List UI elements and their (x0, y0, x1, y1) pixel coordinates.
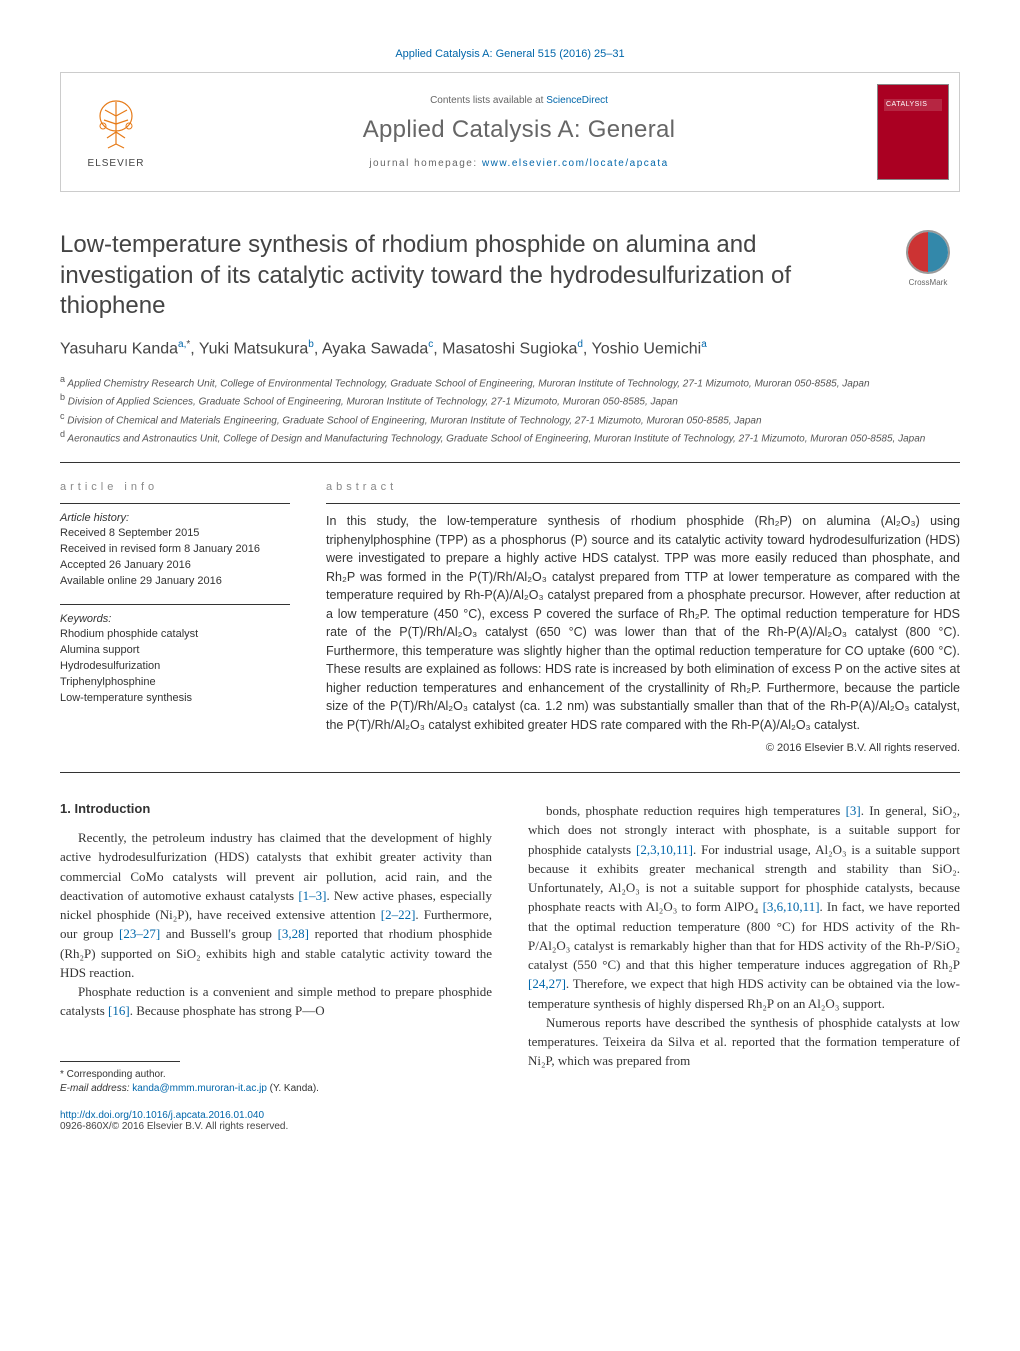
keyword-item: Hydrodesulfurization (60, 659, 290, 675)
publisher-name: ELSEVIER (88, 158, 145, 169)
email-label: E-mail address: (60, 1083, 132, 1094)
journal-name: Applied Catalysis A: General (363, 116, 676, 144)
publisher-logo-cell: ELSEVIER (61, 73, 171, 191)
email-line: E-mail address: kanda@mmm.muroran-it.ac.… (60, 1082, 492, 1096)
info-rule-2 (60, 604, 290, 605)
affiliation-line: d Aeronautics and Astronautics Unit, Col… (60, 428, 960, 446)
corresponding-author-note: * Corresponding author. (60, 1068, 492, 1082)
affiliation-line: c Division of Chemical and Materials Eng… (60, 410, 960, 428)
abstract-text: In this study, the low-temperature synth… (326, 512, 960, 734)
body-paragraph: Phosphate reduction is a convenient and … (60, 982, 492, 1020)
author-email-link[interactable]: kanda@mmm.muroran-it.ac.jp (132, 1083, 267, 1094)
authors-line: Yasuharu Kandaa,*, Yuki Matsukurab, Ayak… (60, 338, 960, 361)
crossmark-icon (906, 230, 950, 274)
footnote-rule (60, 1061, 180, 1062)
history-item: Accepted 26 January 2016 (60, 558, 290, 574)
body-paragraph: Recently, the petroleum industry has cla… (60, 828, 492, 982)
journal-cover-thumb: CATALYSIS (877, 84, 949, 180)
contents-prefix: Contents lists available at (430, 95, 546, 106)
abstract-rule (326, 503, 960, 504)
journal-header: ELSEVIER Contents lists available at Sci… (60, 72, 960, 192)
crossmark-label: CrossMark (896, 278, 960, 287)
history-item: Available online 29 January 2016 (60, 574, 290, 590)
body-paragraph: bonds, phosphate reduction requires high… (528, 801, 960, 1013)
keyword-item: Triphenylphosphine (60, 675, 290, 691)
issn-copyright: 0926-860X/© 2016 Elsevier B.V. All right… (60, 1121, 492, 1132)
cover-cell: CATALYSIS (867, 73, 959, 191)
crossmark-badge[interactable]: CrossMark (896, 230, 960, 287)
rule-top (60, 462, 960, 463)
history-item: Received 8 September 2015 (60, 526, 290, 542)
elsevier-tree-icon (89, 96, 143, 150)
article-title: Low-temperature synthesis of rhodium pho… (60, 230, 886, 322)
info-rule (60, 503, 290, 504)
email-suffix: (Y. Kanda). (267, 1083, 319, 1094)
history-item: Received in revised form 8 January 2016 (60, 542, 290, 558)
history-heading: Article history: (60, 512, 290, 524)
affiliation-line: a Applied Chemistry Research Unit, Colle… (60, 373, 960, 391)
affiliations: a Applied Chemistry Research Unit, Colle… (60, 373, 960, 446)
rule-bottom (60, 772, 960, 773)
homepage-link[interactable]: www.elsevier.com/locate/apcata (482, 158, 669, 169)
body-paragraph: Numerous reports have described the synt… (528, 1013, 960, 1071)
section-heading-intro: 1. Introduction (60, 801, 492, 816)
history-list: Received 8 September 2015Received in rev… (60, 526, 290, 590)
keywords-list: Rhodium phosphide catalystAlumina suppor… (60, 627, 290, 707)
keywords-heading: Keywords: (60, 613, 290, 625)
homepage-line: journal homepage: www.elsevier.com/locat… (369, 158, 668, 169)
journal-reference: Applied Catalysis A: General 515 (2016) … (60, 48, 960, 60)
homepage-prefix: journal homepage: (369, 158, 482, 169)
keyword-item: Alumina support (60, 643, 290, 659)
affiliation-line: b Division of Applied Sciences, Graduate… (60, 391, 960, 409)
abstract-label: abstract (326, 481, 960, 493)
contents-available-line: Contents lists available at ScienceDirec… (430, 95, 608, 106)
cover-title: CATALYSIS (886, 101, 927, 108)
keyword-item: Rhodium phosphide catalyst (60, 627, 290, 643)
article-info-label: article info (60, 481, 290, 493)
abstract-copyright: © 2016 Elsevier B.V. All rights reserved… (326, 742, 960, 754)
doi-link[interactable]: http://dx.doi.org/10.1016/j.apcata.2016.… (60, 1110, 264, 1121)
sciencedirect-link[interactable]: ScienceDirect (546, 95, 608, 106)
keyword-item: Low-temperature synthesis (60, 691, 290, 707)
